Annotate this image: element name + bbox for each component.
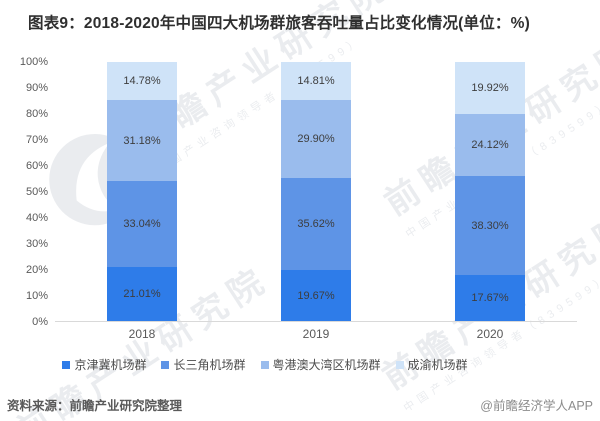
legend-label: 京津冀机场群 bbox=[74, 358, 147, 372]
bar-value-label: 19.67% bbox=[297, 289, 335, 302]
y-tick-label: 60% bbox=[25, 160, 48, 172]
bar-segment: 38.30% bbox=[455, 176, 525, 276]
bar-segment: 19.92% bbox=[455, 62, 525, 114]
bar-segment: 14.78% bbox=[107, 61, 177, 101]
x-axis: 2018 2019 2020 bbox=[55, 327, 577, 343]
bar-segment: 14.81% bbox=[281, 61, 351, 101]
x-tick-label: 2020 bbox=[476, 327, 504, 341]
credit-note: @前瞻经济学人APP bbox=[480, 399, 593, 413]
bar-segment: 21.01% bbox=[107, 266, 177, 321]
bar-2018: 14.78% 31.18% 33.04% 21.01% bbox=[107, 61, 177, 321]
y-tick-label: 90% bbox=[25, 82, 48, 94]
legend-item: 粤港澳大湾区机场群 bbox=[260, 356, 381, 373]
y-tick-label: 100% bbox=[19, 56, 48, 68]
bar-value-label: 33.04% bbox=[123, 217, 161, 230]
plot-area: 14.78% 31.18% 33.04% 21.01% 14.81% 29.90% 35.6… bbox=[55, 61, 577, 322]
legend-marker-icon bbox=[260, 360, 269, 369]
legend-item: 长三角机场群 bbox=[161, 356, 246, 373]
bar-value-label: 35.62% bbox=[297, 217, 335, 230]
chart-title: 图表9：2018-2020年中国四大机场群旅客吞吐量占比变化情况(单位：%) bbox=[28, 15, 530, 32]
y-tick-label: 40% bbox=[25, 212, 48, 224]
bar-segment: 29.90% bbox=[281, 100, 351, 178]
bar-2019: 14.81% 29.90% 35.62% 19.67% bbox=[281, 61, 351, 321]
y-tick-label: 80% bbox=[25, 108, 48, 120]
legend-marker-icon bbox=[395, 360, 404, 369]
bar-2020: 19.92% 24.12% 38.30% 17.67% bbox=[455, 62, 525, 321]
bar-segment: 19.67% bbox=[281, 270, 351, 321]
bar-segment: 31.18% bbox=[107, 100, 177, 182]
legend-item: 成渝机场群 bbox=[395, 356, 468, 373]
bar-segment: 17.67% bbox=[455, 275, 525, 321]
legend-marker-icon bbox=[161, 360, 170, 369]
y-tick-label: 30% bbox=[25, 238, 48, 250]
legend: 京津冀机场群 长三角机场群 粤港澳大湾区机场群 成渝机场群 bbox=[0, 356, 530, 373]
bar-value-label: 38.30% bbox=[471, 219, 509, 232]
bar-value-label: 29.90% bbox=[297, 133, 335, 146]
legend-label: 粤港澳大湾区机场群 bbox=[272, 358, 381, 372]
bar-segment: 33.04% bbox=[107, 181, 177, 267]
y-tick-label: 20% bbox=[25, 264, 48, 276]
bar-segment: 35.62% bbox=[281, 177, 351, 271]
source-note: 资料来源：前瞻产业研究院整理 bbox=[7, 399, 183, 413]
bar-value-label: 17.67% bbox=[471, 292, 509, 305]
legend-label: 成渝机场群 bbox=[407, 358, 468, 372]
bar-value-label: 31.18% bbox=[123, 134, 161, 147]
legend-label: 长三角机场群 bbox=[173, 358, 246, 372]
legend-item: 京津冀机场群 bbox=[62, 356, 146, 373]
bar-value-label: 19.92% bbox=[471, 81, 509, 94]
y-tick-label: 0% bbox=[32, 316, 48, 328]
bar-value-label: 14.81% bbox=[297, 75, 335, 88]
y-tick-label: 10% bbox=[25, 290, 48, 302]
bar-value-label: 14.78% bbox=[123, 75, 161, 88]
y-tick-label: 70% bbox=[25, 134, 48, 146]
bar-value-label: 24.12% bbox=[471, 138, 509, 151]
x-tick-label: 2018 bbox=[128, 327, 156, 341]
x-tick-label: 2019 bbox=[302, 327, 330, 341]
y-tick-label: 50% bbox=[25, 186, 48, 198]
bar-value-label: 21.01% bbox=[123, 287, 161, 300]
bar-segment: 24.12% bbox=[455, 113, 525, 177]
legend-marker-icon bbox=[62, 360, 71, 369]
y-axis: 0% 10% 20% 30% 40% 50% 60% 70% 80% 90% 100% bbox=[0, 56, 48, 328]
